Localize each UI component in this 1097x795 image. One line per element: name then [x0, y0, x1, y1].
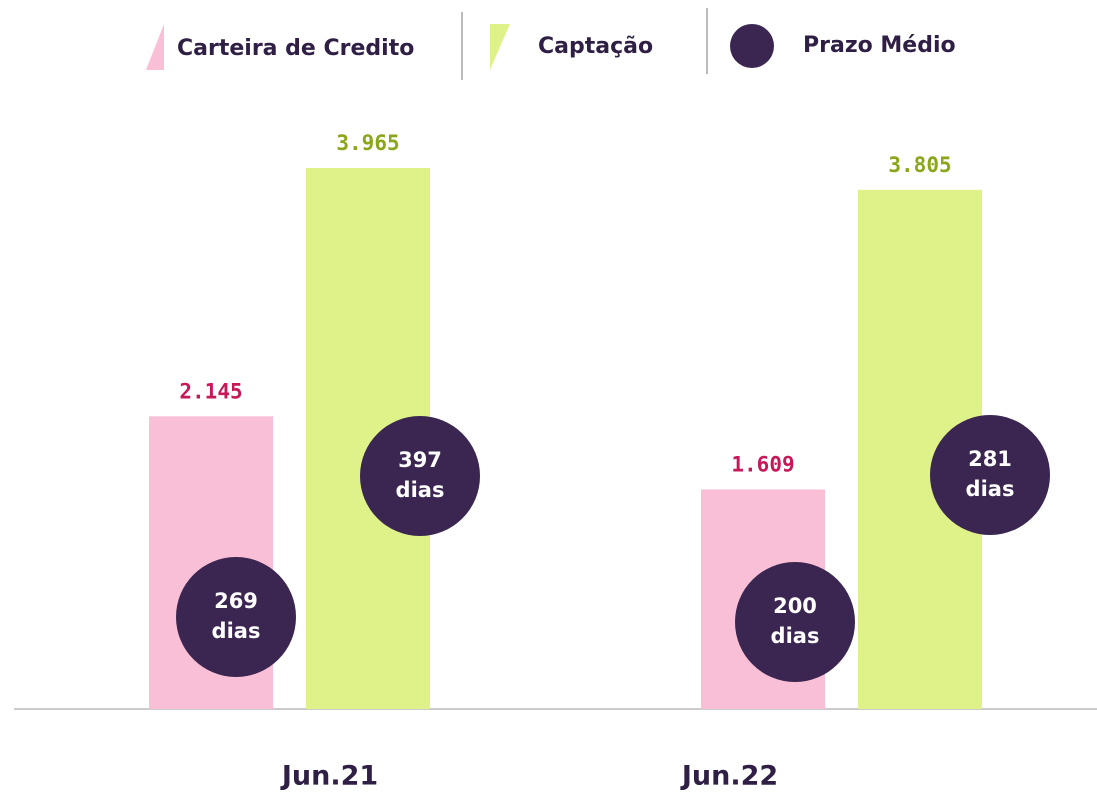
bubble-value: 200 — [773, 594, 817, 618]
x-tick-label: Jun.21 — [280, 761, 378, 792]
legend-label: Carteira de Credito — [177, 36, 414, 61]
bubble — [735, 562, 855, 682]
bubble — [360, 416, 480, 536]
bubble-unit: dias — [966, 477, 1015, 501]
bubble-unit: dias — [771, 624, 820, 648]
legend-label: Captação — [538, 34, 653, 59]
bubble-unit: dias — [396, 478, 445, 502]
value-label: 3.805 — [888, 153, 951, 177]
bubble — [930, 415, 1050, 535]
bubble-value: 269 — [214, 589, 258, 613]
value-label: 3.965 — [336, 131, 399, 155]
legend-swatch — [730, 24, 774, 68]
legend-swatch — [490, 24, 510, 70]
bubble-value: 397 — [398, 448, 442, 472]
bubble-value: 281 — [968, 447, 1012, 471]
legend-label: Prazo Médio — [803, 33, 956, 58]
value-label: 1.609 — [731, 452, 794, 476]
x-tick-label: Jun.22 — [680, 761, 778, 792]
bubble — [176, 557, 296, 677]
legend-swatch — [146, 24, 164, 70]
bubble-unit: dias — [212, 619, 261, 643]
value-label: 2.145 — [179, 379, 242, 403]
